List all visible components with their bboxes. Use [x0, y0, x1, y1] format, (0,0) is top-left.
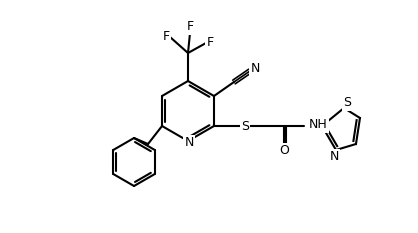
- Text: N: N: [250, 62, 260, 75]
- Text: F: F: [206, 37, 214, 49]
- Text: O: O: [279, 144, 289, 157]
- Text: S: S: [241, 120, 249, 133]
- Text: N: N: [329, 150, 339, 162]
- Text: S: S: [343, 96, 351, 110]
- Text: N: N: [184, 136, 194, 148]
- Text: F: F: [186, 21, 194, 34]
- Text: NH: NH: [309, 119, 328, 131]
- Text: F: F: [163, 31, 170, 44]
